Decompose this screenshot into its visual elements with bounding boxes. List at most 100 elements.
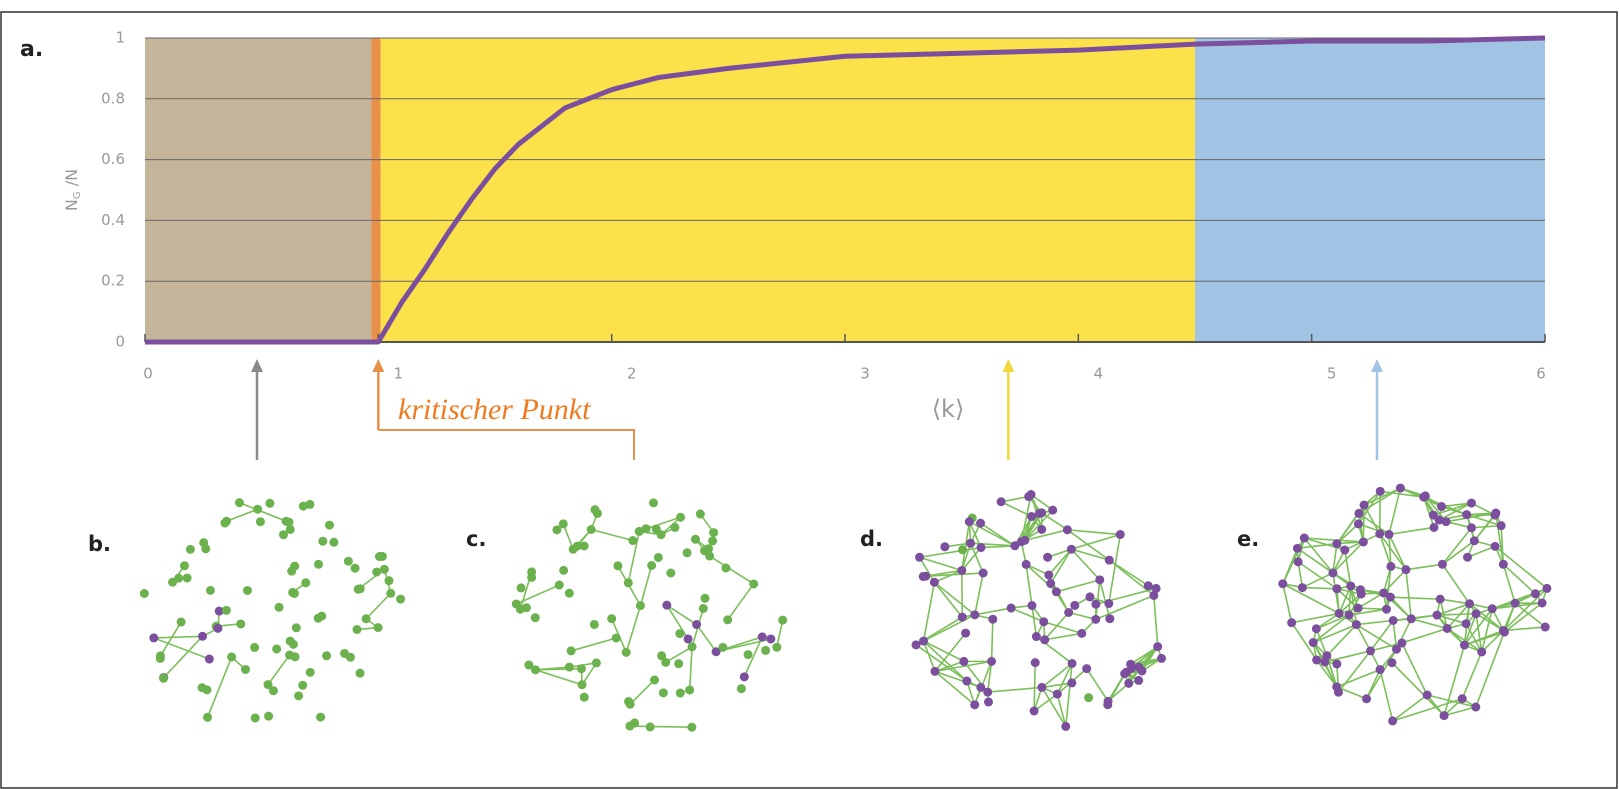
network-node bbox=[970, 610, 979, 619]
network-node bbox=[687, 723, 696, 732]
network-node bbox=[622, 648, 631, 657]
network-node bbox=[1007, 604, 1016, 613]
network-node bbox=[351, 564, 360, 573]
network-node bbox=[183, 573, 192, 582]
network-node bbox=[1032, 632, 1041, 641]
network-node bbox=[626, 700, 635, 709]
y-axis-label: NG /N bbox=[62, 169, 84, 211]
network-node bbox=[662, 601, 671, 610]
network-node bbox=[1037, 508, 1046, 517]
network-node bbox=[294, 691, 303, 700]
network-edge bbox=[981, 546, 1015, 548]
network-node bbox=[1491, 511, 1500, 520]
network-node bbox=[1298, 583, 1307, 592]
arrow-head bbox=[1371, 359, 1383, 372]
network-node bbox=[241, 665, 250, 674]
network-node bbox=[1328, 568, 1337, 577]
network-edge bbox=[1393, 699, 1463, 721]
network-node bbox=[1103, 700, 1112, 709]
region bbox=[145, 38, 371, 342]
network-node bbox=[649, 498, 658, 507]
network-node bbox=[1436, 595, 1445, 604]
network-node bbox=[676, 689, 685, 698]
network-node bbox=[1465, 599, 1474, 608]
network-edge bbox=[535, 670, 582, 685]
network-node bbox=[977, 543, 986, 552]
network-node bbox=[930, 667, 939, 676]
network-node bbox=[961, 629, 970, 638]
network-node bbox=[654, 553, 663, 562]
network-node bbox=[1396, 484, 1405, 493]
network-node bbox=[1443, 624, 1452, 633]
network-node bbox=[578, 680, 587, 689]
network-node bbox=[983, 688, 992, 697]
network-node bbox=[186, 545, 195, 554]
network-node bbox=[180, 561, 189, 570]
network-node bbox=[1067, 678, 1076, 687]
network-edge bbox=[690, 647, 692, 690]
network-node bbox=[766, 634, 775, 643]
network-node bbox=[289, 640, 298, 649]
network-edge bbox=[268, 655, 290, 685]
network-node bbox=[959, 657, 968, 666]
network-node bbox=[1077, 629, 1086, 638]
network-node bbox=[1440, 711, 1449, 720]
network-node bbox=[559, 519, 568, 528]
network-node bbox=[1354, 519, 1363, 528]
network-edge bbox=[667, 605, 697, 624]
network-node bbox=[531, 613, 540, 622]
network-node bbox=[1091, 615, 1100, 624]
network-node bbox=[593, 509, 602, 518]
network-node bbox=[772, 643, 781, 652]
network-node bbox=[1531, 589, 1540, 598]
x-tick-label: 2 bbox=[627, 365, 637, 383]
network-node bbox=[1360, 501, 1369, 510]
network-node bbox=[265, 499, 274, 508]
network-node bbox=[1376, 487, 1385, 496]
network-node bbox=[1497, 521, 1506, 530]
network-edge bbox=[1402, 628, 1447, 642]
network-node bbox=[957, 566, 966, 575]
network-node bbox=[353, 625, 362, 634]
network-edge bbox=[630, 680, 654, 704]
network-edge bbox=[1108, 674, 1125, 702]
network-node bbox=[1397, 638, 1406, 647]
network-node bbox=[607, 614, 616, 623]
network-edge bbox=[591, 529, 633, 540]
network-node bbox=[652, 525, 661, 534]
network-node bbox=[235, 498, 244, 507]
network-node bbox=[1030, 706, 1039, 715]
network-node bbox=[198, 632, 207, 641]
network-node bbox=[590, 620, 599, 629]
network-edge bbox=[1067, 530, 1120, 535]
network-node bbox=[930, 578, 939, 587]
network-node bbox=[356, 584, 365, 593]
network-edge bbox=[975, 573, 983, 615]
network-node bbox=[1332, 584, 1341, 593]
network-node bbox=[1488, 604, 1497, 613]
panel-label: a. bbox=[20, 37, 43, 62]
network-node bbox=[1287, 618, 1296, 627]
network-node bbox=[657, 651, 666, 660]
y-tick-label: 0.2 bbox=[101, 272, 125, 290]
panel-label: e. bbox=[1237, 527, 1259, 551]
network-node bbox=[1463, 553, 1472, 562]
network-edge bbox=[1057, 694, 1065, 726]
network-node bbox=[329, 538, 338, 547]
network-node bbox=[1471, 703, 1480, 712]
network-node bbox=[380, 565, 389, 574]
network-edge bbox=[992, 619, 993, 661]
network-node bbox=[291, 652, 300, 661]
network-node bbox=[516, 605, 525, 614]
network-edge bbox=[697, 625, 716, 652]
network-node bbox=[1332, 539, 1341, 548]
network-edge bbox=[1283, 584, 1292, 623]
network-node bbox=[305, 500, 314, 509]
x-tick-label: 5 bbox=[1327, 365, 1337, 383]
network-edge bbox=[1406, 570, 1411, 619]
network-node bbox=[1104, 599, 1113, 608]
network-node bbox=[778, 616, 787, 625]
network-node bbox=[301, 578, 310, 587]
network-edge bbox=[1462, 652, 1481, 699]
network-node bbox=[580, 693, 589, 702]
